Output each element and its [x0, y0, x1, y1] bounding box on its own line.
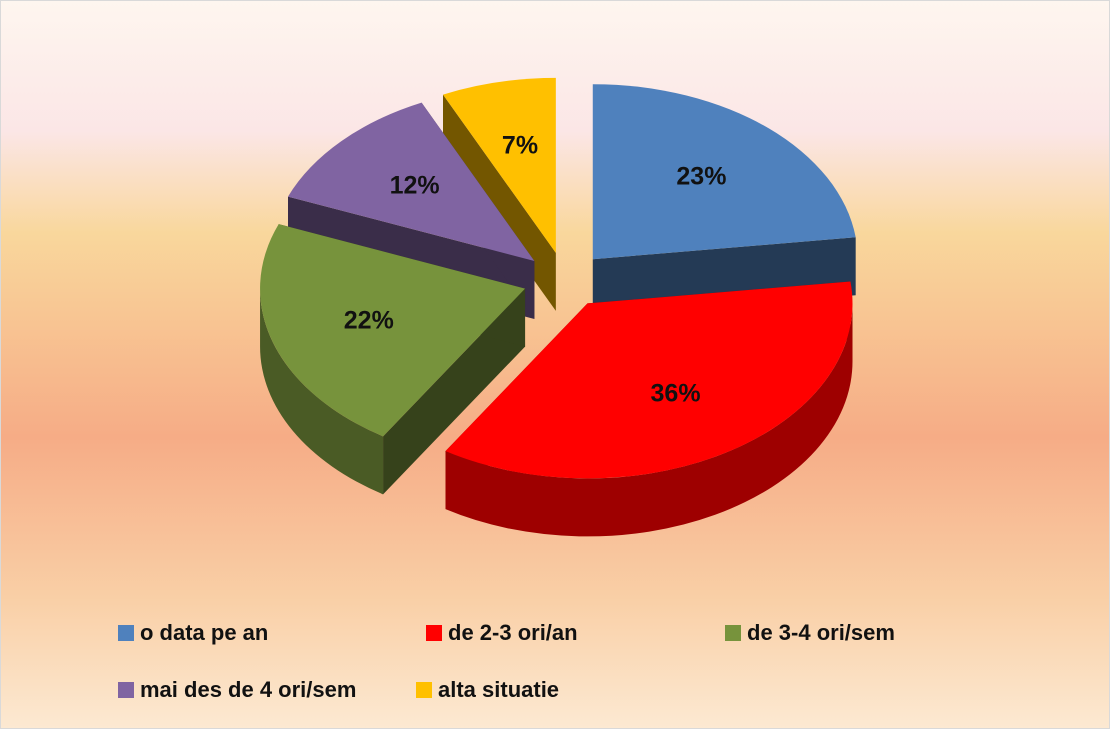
data-label: 12% [390, 171, 440, 199]
slice-cut-face [383, 288, 526, 495]
slice-side [260, 288, 384, 495]
legend-label: de 3-4 ori/sem [747, 620, 895, 645]
legend-label: o data pe an [140, 620, 268, 645]
legend-label: de 2-3 ori/an [448, 620, 578, 645]
pie: 7% 23% 12% 22% 36% [260, 77, 856, 537]
legend-swatch [118, 625, 134, 641]
slice [287, 102, 535, 262]
slice [592, 84, 856, 260]
legend-label: alta situatie [438, 677, 559, 702]
legend-swatch [416, 682, 432, 698]
slice-side [445, 303, 853, 537]
legend-swatch [426, 625, 442, 641]
legend-swatch [725, 625, 741, 641]
slice: 22% [260, 224, 526, 495]
slice [443, 77, 556, 253]
data-label: 36% [651, 380, 701, 408]
slice: 36% [445, 281, 853, 537]
data-label: 22% [344, 307, 394, 335]
data-label: 7% [502, 132, 538, 160]
legend: o data pe an de 2-3 ori/an de 3-4 ori/sem m… [118, 620, 895, 702]
legend-swatch [118, 682, 134, 698]
slice [445, 281, 853, 479]
data-label: 23% [676, 162, 726, 190]
legend-label: mai des de 4 ori/sem [140, 677, 356, 702]
slice [260, 224, 526, 437]
